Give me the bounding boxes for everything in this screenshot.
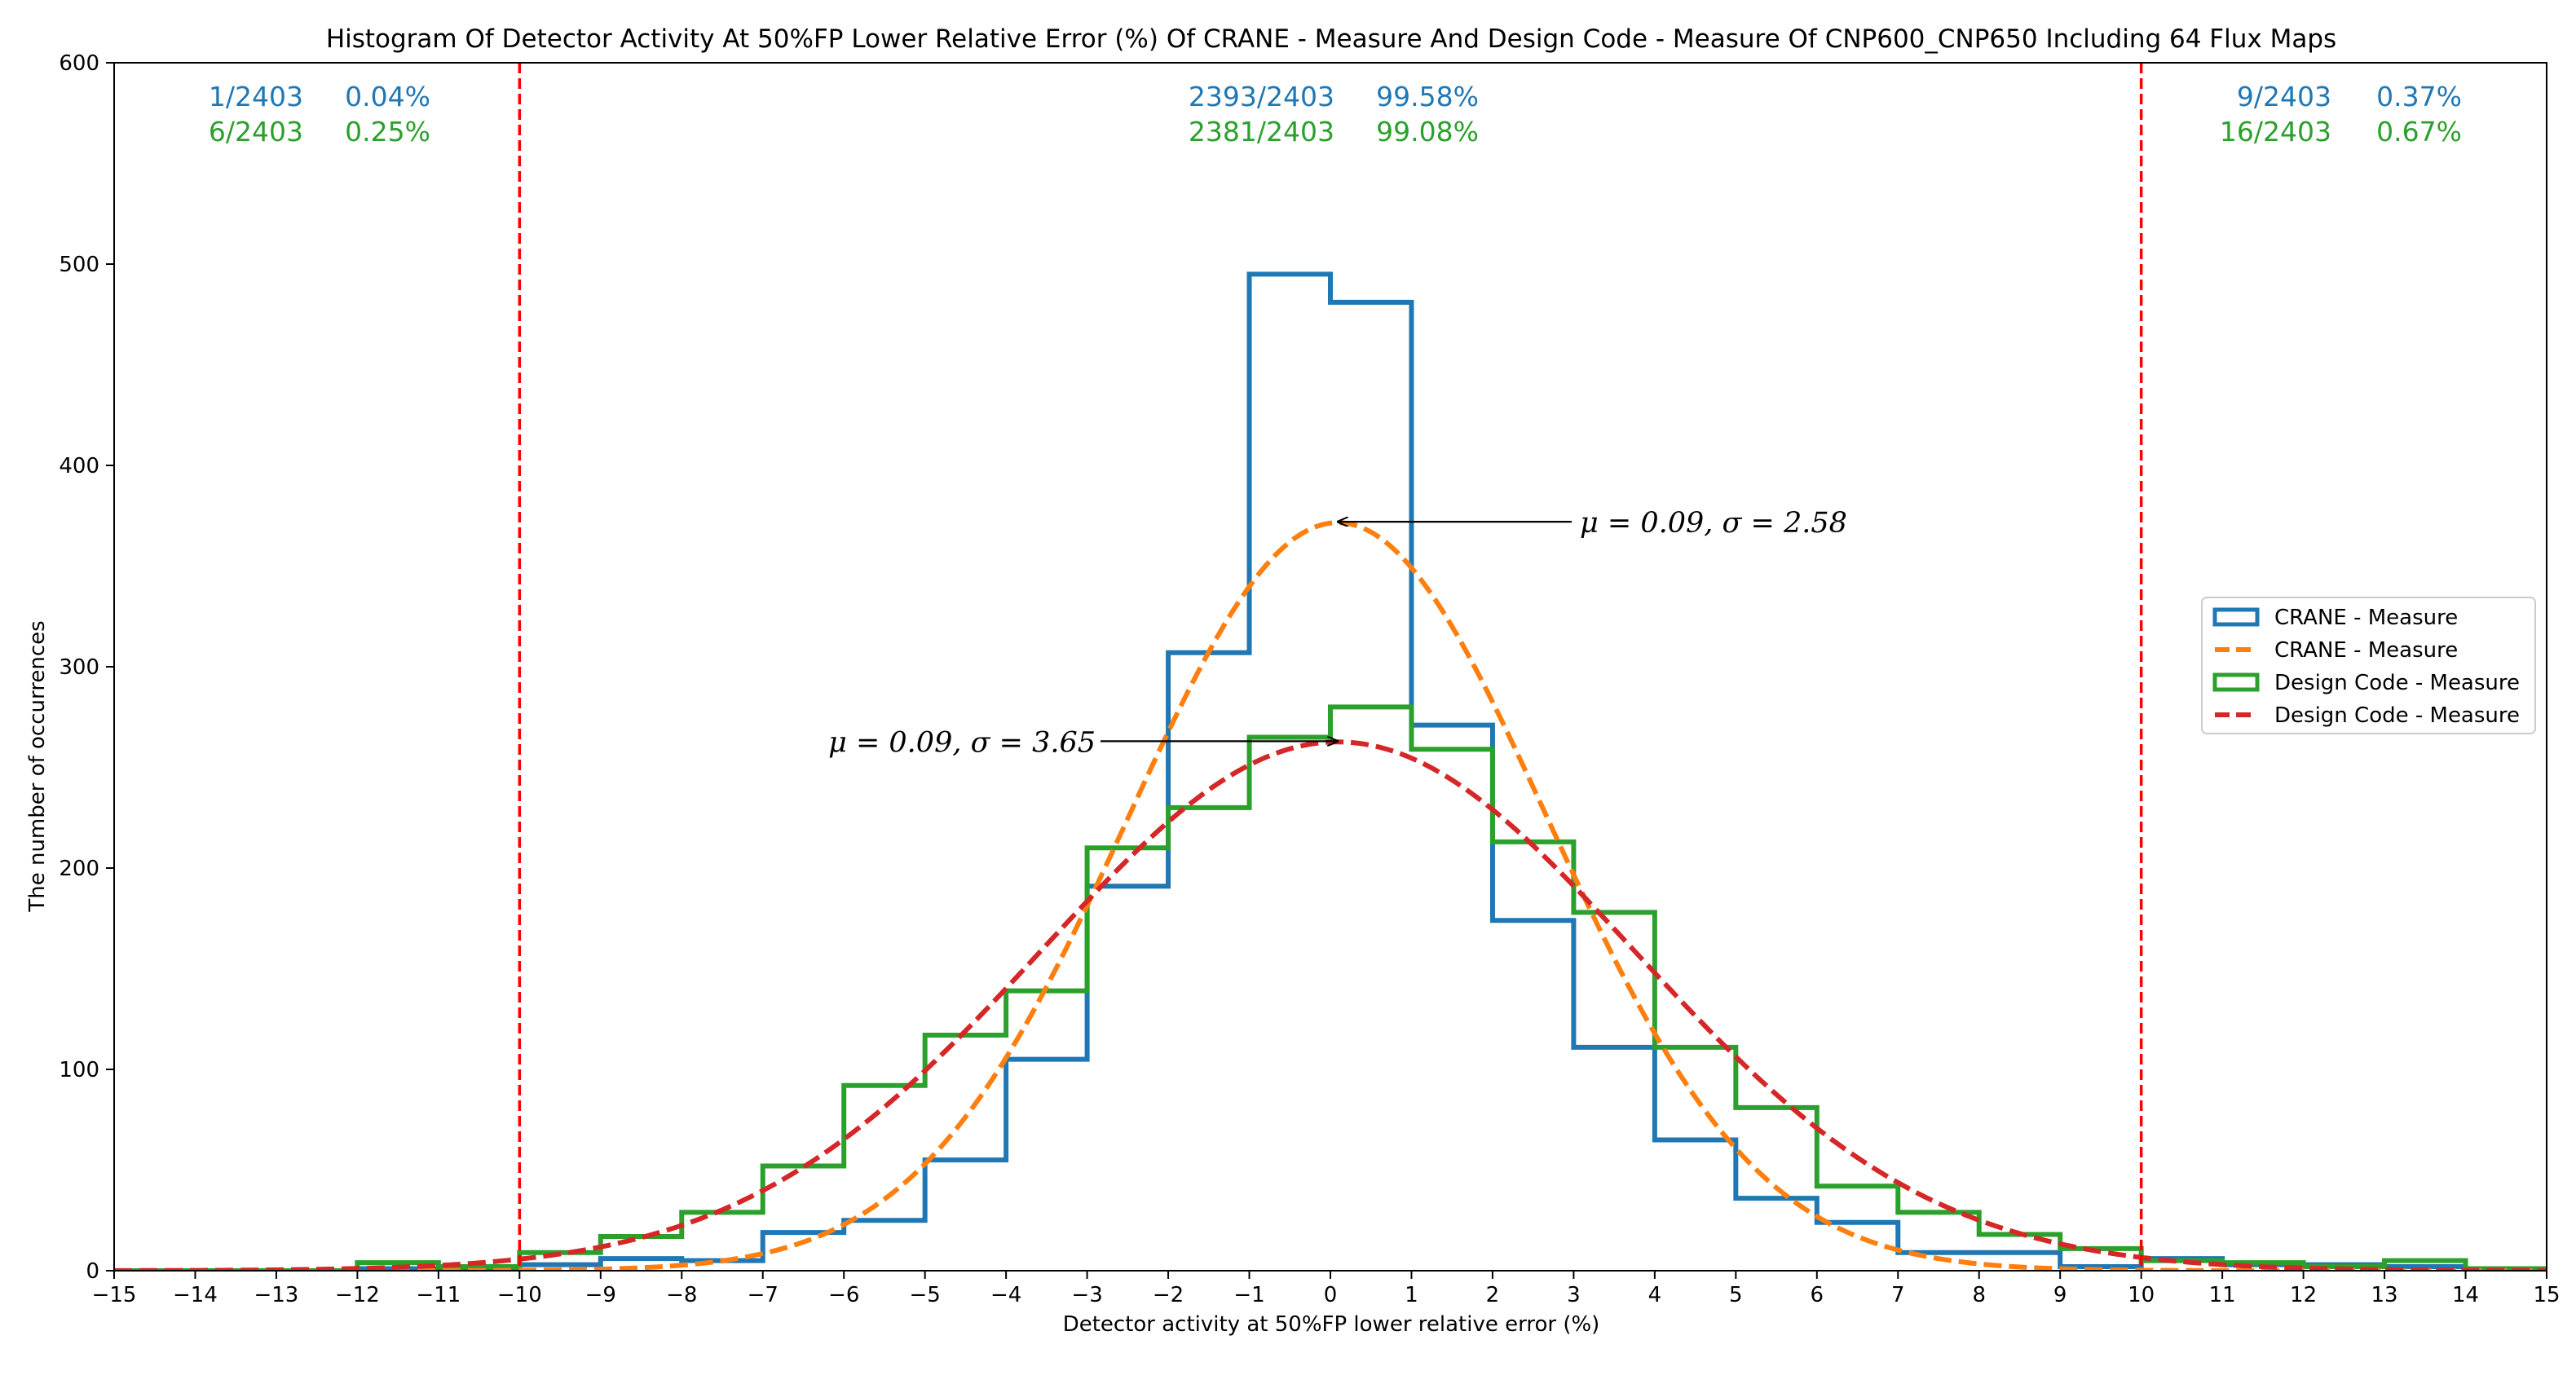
y-tick-label: 100 <box>59 1058 99 1082</box>
x-tick-label: 14 <box>2452 1283 2479 1307</box>
x-tick-label: −7 <box>748 1283 779 1307</box>
y-tick-label: 200 <box>59 857 99 881</box>
stat-left-design-count: 6/2403 <box>209 116 303 148</box>
legend-label-0: CRANE - Measure <box>2274 606 2458 630</box>
stat-right-crane-count: 9/2403 <box>2237 81 2331 112</box>
x-tick-label: 13 <box>2371 1283 2398 1307</box>
chart-title: Histogram Of Detector Activity At 50%FP … <box>326 24 2336 54</box>
x-tick-label: 5 <box>1729 1283 1743 1307</box>
stat-middle-crane-count: 2393/2403 <box>1189 81 1334 112</box>
y-axis-label: The number of occurrences <box>25 620 50 912</box>
x-tick-label: 6 <box>1811 1283 1824 1307</box>
x-tick-label: 7 <box>1891 1283 1905 1307</box>
plot-area: −15 −14 −13 −12 −11 −10 −9 −8 −7 −6 −5 −4 −3 −2 −1 0 1 2 3… <box>59 51 2560 1307</box>
x-tick-label: −6 <box>828 1283 859 1307</box>
x-tick-label: −2 <box>1153 1283 1184 1307</box>
x-tick-label: −9 <box>585 1283 616 1307</box>
legend: CRANE - Measure CRANE - Measure Design Cod… <box>2201 597 2536 734</box>
x-tick-label: 11 <box>2209 1283 2236 1307</box>
x-tick-label: 0 <box>1324 1283 1338 1307</box>
x-tick-label: 8 <box>1972 1283 1986 1307</box>
y-tick-label: 500 <box>59 253 99 277</box>
x-tick-label: −12 <box>335 1283 380 1307</box>
y-tick-label: 600 <box>59 51 99 76</box>
x-tick-label: 9 <box>2053 1283 2067 1307</box>
y-tick-label: 0 <box>86 1259 99 1284</box>
x-tick-label: −11 <box>416 1283 461 1307</box>
annotation-text-design: μ = 0.09, σ = 3.65 <box>828 726 1096 759</box>
x-tick-label: −4 <box>990 1283 1021 1307</box>
legend-box <box>2201 597 2536 734</box>
x-tick-label: 2 <box>1486 1283 1500 1307</box>
x-tick-label: −5 <box>910 1283 941 1307</box>
stat-middle-design-percent: 99.08% <box>1376 116 1479 148</box>
y-tick-label: 400 <box>59 454 99 478</box>
x-tick-label: −15 <box>92 1283 137 1307</box>
x-tick-label: −1 <box>1233 1283 1264 1307</box>
x-tick-label: −3 <box>1071 1283 1102 1307</box>
y-tick-label: 300 <box>59 655 99 680</box>
stat-left-design-percent: 0.25% <box>345 116 430 148</box>
x-tick-label: 10 <box>2128 1283 2155 1307</box>
x-tick-label: 4 <box>1648 1283 1662 1307</box>
stat-middle-crane-percent: 99.58% <box>1376 81 1479 112</box>
legend-swatch-0 <box>2212 607 2260 627</box>
stat-left-crane-percent: 0.04% <box>345 81 430 112</box>
stat-right-design-percent: 0.67% <box>2376 116 2462 148</box>
legend-swatch-2 <box>2212 672 2260 692</box>
x-tick-label: −13 <box>254 1283 298 1307</box>
x-tick-label: 3 <box>1567 1283 1581 1307</box>
x-tick-label: 15 <box>2533 1283 2560 1307</box>
x-tick-label: 1 <box>1405 1283 1418 1307</box>
x-axis-label: Detector activity at 50%FP lower relativ… <box>1063 1312 1600 1337</box>
legend-label-2: Design Code - Measure <box>2274 671 2520 695</box>
annotation-text-crane: μ = 0.09, σ = 2.58 <box>1580 507 1847 540</box>
legend-label-3: Design Code - Measure <box>2274 703 2520 728</box>
x-tick-label: 12 <box>2290 1283 2317 1307</box>
stat-right-design-count: 16/2403 <box>2220 116 2331 148</box>
x-tick-label: −14 <box>173 1283 218 1307</box>
legend-label-1: CRANE - Measure <box>2274 638 2458 663</box>
stat-middle-design-count: 2381/2403 <box>1189 116 1334 148</box>
stat-left-crane-count: 1/2403 <box>209 81 303 112</box>
x-tick-label: −10 <box>497 1283 542 1307</box>
stat-right-crane-percent: 0.37% <box>2376 81 2462 112</box>
x-tick-label: −8 <box>666 1283 697 1307</box>
